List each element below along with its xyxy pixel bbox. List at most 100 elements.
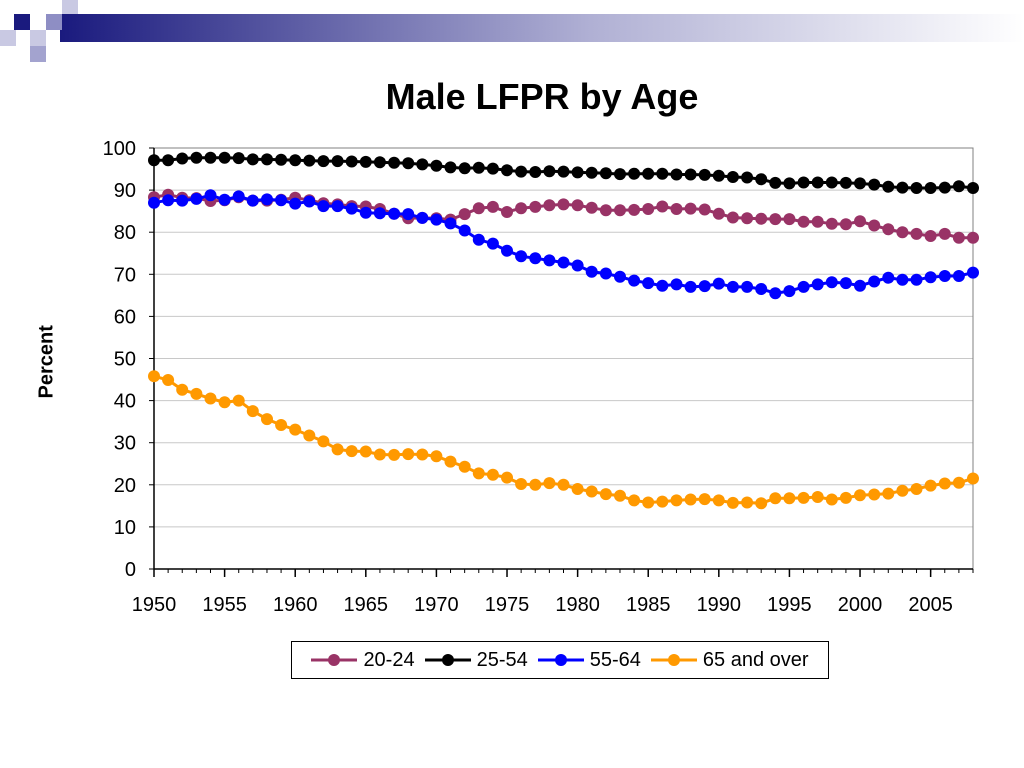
x-tick-label: 1980 [555,594,600,616]
data-point [148,196,160,209]
data-point [938,477,951,490]
data-point [783,213,796,226]
data-point [811,215,824,228]
data-point [882,223,895,236]
data-point [924,182,937,194]
data-point [261,193,273,206]
data-point [741,171,754,184]
data-point [571,199,584,212]
y-tick-label: 100 [103,138,136,160]
data-point [896,181,909,194]
data-point [359,206,372,219]
data-point [656,200,669,213]
data-point [232,190,245,203]
y-tick-label: 20 [114,475,136,497]
data-point [755,212,768,225]
data-point [797,176,810,189]
data-point [741,280,754,293]
data-point [543,477,556,490]
data-point [811,278,824,291]
data-point [289,423,302,436]
legend-marker [424,654,471,666]
data-point [373,156,386,169]
legend-item: 55-64 [537,649,641,672]
data-point [331,200,344,213]
data-point [190,151,203,164]
data-point [486,162,499,175]
data-point [642,277,655,290]
data-point [458,162,471,175]
legend-label: 20-24 [363,648,415,671]
data-point [148,370,160,383]
y-tick-label: 60 [114,306,136,328]
data-point [246,194,259,207]
data-point [797,491,810,504]
data-point [684,493,697,506]
data-point [839,277,852,290]
data-point [345,202,358,215]
y-tick-label: 80 [114,222,136,244]
data-point [275,194,288,207]
data-point [656,279,669,292]
data-point [543,254,556,267]
data-point [317,435,330,448]
data-point [275,153,288,166]
data-point [402,448,415,461]
data-point [515,202,528,215]
data-point [430,213,443,226]
data-point [373,448,386,461]
data-point [839,176,852,189]
data-point [486,468,499,481]
data-point [232,152,245,165]
data-point [345,445,358,458]
data-point [472,161,485,174]
data-point [656,167,669,180]
data-point [769,176,782,189]
data-point [571,166,584,179]
y-tick-label: 0 [125,559,136,581]
data-point [938,181,951,194]
data-point [176,383,189,396]
data-point [289,197,302,210]
data-point [712,494,725,507]
data-point [331,155,344,168]
data-point [868,275,881,288]
data-point [303,195,316,208]
x-tick-label: 1965 [344,594,389,616]
data-point [726,211,739,224]
data-point [924,271,937,284]
data-point [529,200,542,213]
data-point [246,153,259,166]
data-point [317,155,330,168]
data-point [967,231,979,244]
data-point [501,244,513,257]
y-tick-label: 70 [114,264,136,286]
x-tick-label: 1995 [767,594,812,616]
data-point [472,233,485,246]
data-point [741,496,754,509]
data-point [557,198,570,211]
data-point [303,429,316,442]
data-point [924,230,937,242]
data-point [218,151,231,164]
data-point [148,154,160,167]
data-point [839,218,852,231]
legend-item: 65 and over [650,649,809,672]
data-point [543,199,556,212]
data-point [924,479,937,492]
data-point [529,166,542,178]
data-point [628,167,641,180]
y-tick-label: 10 [114,517,136,539]
data-point [501,206,513,218]
data-point [416,211,429,224]
data-point [896,226,909,239]
data-point [246,405,259,418]
data-point [388,448,401,461]
data-point [585,265,598,278]
data-point [430,450,443,463]
data-point [176,194,189,207]
data-point [176,152,189,165]
data-point [614,168,626,181]
data-point [416,448,429,461]
data-point [684,280,697,293]
